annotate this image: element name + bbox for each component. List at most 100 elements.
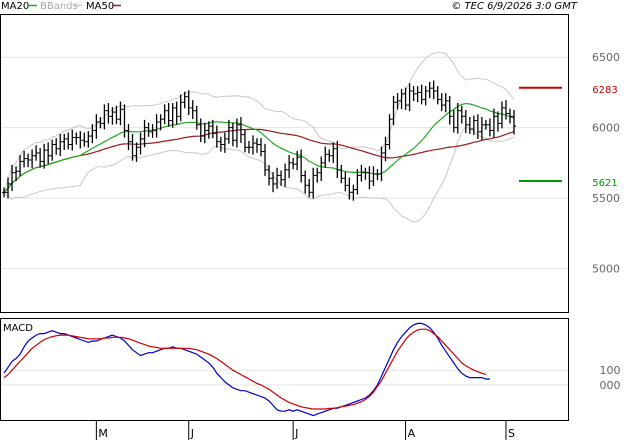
price-bar xyxy=(130,133,135,161)
ma20-line xyxy=(3,102,515,193)
price-bar xyxy=(275,167,280,189)
price-y-tick-label: 6000 xyxy=(592,122,620,135)
price-bar xyxy=(423,86,428,106)
price-bar xyxy=(170,102,175,128)
price-bar xyxy=(371,166,376,187)
price-bar xyxy=(499,101,504,129)
price-bar xyxy=(339,164,344,184)
price-bar xyxy=(491,108,496,138)
price-bar xyxy=(359,164,364,182)
price-bar xyxy=(431,80,436,100)
price-bar xyxy=(98,117,103,129)
price-bar xyxy=(34,145,39,161)
price-bar xyxy=(174,101,179,125)
price-bar xyxy=(387,114,392,150)
price-bar xyxy=(351,184,356,201)
x-tick-label: J xyxy=(190,427,194,440)
price-bar xyxy=(190,100,195,120)
price-bar xyxy=(415,86,420,103)
price-bar xyxy=(230,122,235,147)
level-label: 5621 xyxy=(592,178,617,189)
price-bar xyxy=(206,121,211,139)
price-bar xyxy=(451,110,456,133)
price-bars xyxy=(2,80,516,201)
price-bar xyxy=(503,100,508,120)
price-bar xyxy=(126,124,131,150)
price-bar xyxy=(311,167,316,199)
legend-bbands-label: BBands xyxy=(40,1,78,12)
price-bar xyxy=(18,155,23,177)
price-bar xyxy=(459,105,464,124)
price-bar xyxy=(254,138,259,153)
price-bar xyxy=(479,117,484,141)
macd-y-tick-label: 100 xyxy=(600,364,621,377)
x-tick-label: J xyxy=(294,427,298,440)
price-bar xyxy=(455,102,460,134)
price-bar xyxy=(114,105,119,125)
price-y-tick-label: 5500 xyxy=(592,192,620,205)
price-bar xyxy=(323,146,328,168)
price-bar xyxy=(327,149,332,162)
price-bar xyxy=(158,114,163,131)
price-bar xyxy=(495,111,500,132)
price-bar xyxy=(395,93,400,110)
price-bar xyxy=(70,129,75,151)
price-y-tick-label: 5000 xyxy=(592,262,620,275)
bollinger-lower-line xyxy=(3,126,515,223)
price-bar xyxy=(142,119,147,148)
price-grid xyxy=(1,56,568,269)
price-bar xyxy=(307,178,312,198)
ma20-path xyxy=(3,102,515,193)
price-bar xyxy=(283,163,288,187)
price-bar xyxy=(86,131,91,148)
price-bar xyxy=(238,117,243,143)
price-bar xyxy=(427,81,432,99)
price-bar xyxy=(106,102,111,124)
price-bar xyxy=(399,88,404,110)
price-bar xyxy=(122,104,127,138)
price-bar xyxy=(146,122,151,137)
macd-title: MACD xyxy=(3,323,33,334)
price-bar xyxy=(383,136,388,162)
level-markers: 6283 5621 xyxy=(519,85,618,189)
price-bar xyxy=(62,133,67,150)
bollinger-upper-line xyxy=(3,51,515,193)
x-tick-label: M xyxy=(98,427,108,440)
price-bar xyxy=(66,132,71,150)
price-bar xyxy=(447,95,452,125)
price-bar xyxy=(483,119,488,130)
price-bar xyxy=(198,118,203,143)
x-tick-label: A xyxy=(408,427,416,440)
price-bar xyxy=(267,164,272,186)
price-bar xyxy=(22,150,27,168)
price-bar xyxy=(182,91,187,109)
price-bar xyxy=(367,166,372,190)
price-bar xyxy=(162,104,167,125)
price-bar xyxy=(218,136,223,152)
price-bar xyxy=(78,131,83,149)
price-bar xyxy=(26,153,31,168)
price-bar xyxy=(222,132,227,153)
price-bar xyxy=(210,119,215,139)
price-bar xyxy=(82,132,87,147)
price-bar xyxy=(246,140,251,154)
legend-ma20-label: MA20 xyxy=(1,1,29,12)
macd-panel-frame xyxy=(0,318,569,421)
price-bar xyxy=(226,119,231,144)
price-bar xyxy=(375,169,380,181)
legend: MA20 BBands MA50 © TEC 6/9/2026 3:0 GMT xyxy=(1,1,578,12)
price-bar xyxy=(178,94,183,122)
price-bar xyxy=(202,122,207,144)
ma50-path xyxy=(3,128,515,193)
price-bar xyxy=(2,187,6,198)
legend-ma50-label: MA50 xyxy=(86,1,114,12)
price-bar xyxy=(38,148,43,168)
price-bar xyxy=(295,150,300,171)
price-bar xyxy=(291,157,296,170)
price-bar xyxy=(475,114,480,140)
price-bar xyxy=(355,169,360,195)
price-bar xyxy=(331,142,336,163)
price-bar xyxy=(90,124,95,144)
price-bar xyxy=(435,86,440,105)
